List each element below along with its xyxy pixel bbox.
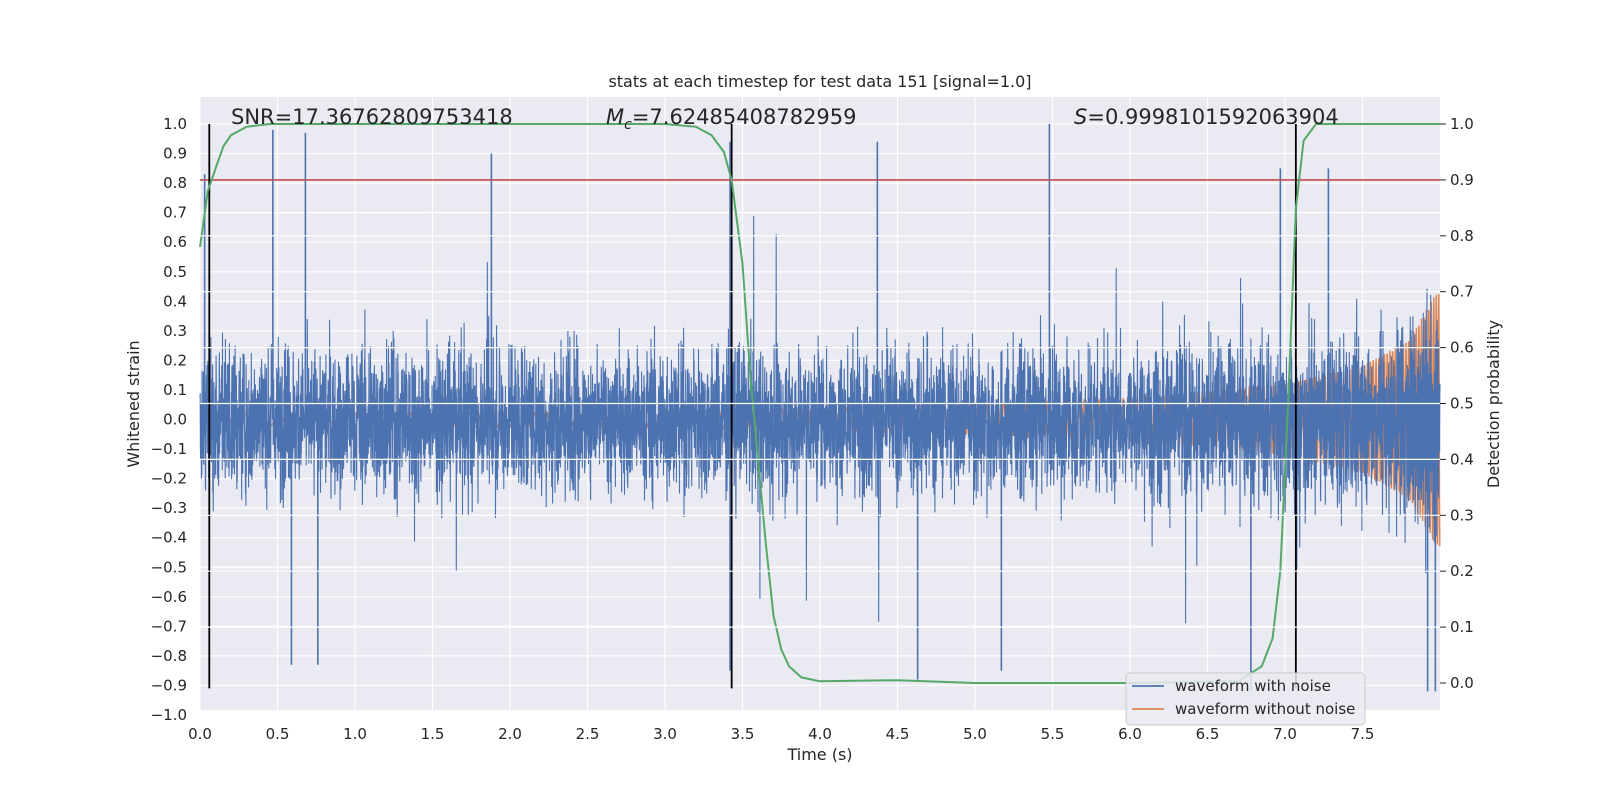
y-tick-label-right: 0.4	[1450, 450, 1474, 468]
s-symbol: S	[1074, 105, 1087, 129]
y-tick-label-left: 0.9	[163, 145, 187, 163]
x-tick-label: 1.5	[421, 725, 445, 743]
x-tick-label: 4.5	[886, 725, 910, 743]
y-tick-label-left: 0.6	[163, 233, 187, 251]
y-tick-label-left: 0.8	[163, 174, 187, 192]
s-value: =0.9998101592063904	[1087, 105, 1338, 129]
s-annotation: S=0.9998101592063904	[1074, 105, 1339, 129]
y-tick-label-right: 0.3	[1450, 506, 1474, 524]
probability-line	[199, 123, 1440, 684]
x-tick-label: 6.0	[1118, 725, 1142, 743]
y-axis-label-right: Detection probability	[1484, 320, 1503, 488]
y-tick-label-left: −0.7	[151, 617, 187, 635]
y-tick-label-left: 1.0	[163, 115, 187, 133]
y-tick-label-left: −0.2	[151, 470, 187, 488]
y-axis-label-left: Whitened strain	[124, 340, 143, 467]
x-axis-label: Time (s)	[786, 745, 852, 764]
y-tick-label-left: 0.7	[163, 204, 187, 222]
y-tick-label-left: 0.1	[163, 381, 187, 399]
y-tick-label-left: −0.5	[151, 558, 187, 576]
y-tick-label-left: 0.3	[163, 322, 187, 340]
y-tick-label-right: 0.9	[1450, 171, 1474, 189]
x-tick-label: 0.0	[188, 725, 212, 743]
series-waveform-with-noise	[199, 124, 1441, 692]
x-tick-label: 7.5	[1351, 725, 1375, 743]
snr-annotation: SNR=17.36762809753418	[231, 105, 513, 129]
y-ticks-right: 1.0 0.9 0.8 0.7 0.6 0.5 0.4 0.3 0.2 0.1 0.0	[1440, 115, 1474, 692]
y-tick-label-right: 1.0	[1450, 115, 1474, 133]
mc-symbol: M	[606, 105, 624, 129]
y-tick-label-right: 0.5	[1450, 395, 1474, 413]
chart-title: stats at each timestep for test data 151…	[608, 72, 1031, 91]
x-tick-label: 4.0	[808, 725, 832, 743]
y-tick-label-left: −0.4	[151, 529, 187, 547]
x-tick-label: 7.0	[1273, 725, 1297, 743]
y-tick-label-left: −0.1	[151, 440, 187, 458]
y-tick-label-left: 0.0	[163, 411, 187, 429]
y-tick-label-left: −0.6	[151, 588, 187, 606]
y-tick-label-right: 0.2	[1450, 562, 1474, 580]
y-tick-label-left: −0.9	[151, 676, 187, 694]
y-tick-label-right: 0.0	[1450, 674, 1474, 692]
mc-value: =7.62485408782959	[632, 105, 857, 129]
y-tick-label-left: 0.4	[163, 292, 187, 310]
y-tick-label-left: −0.3	[151, 499, 187, 517]
y-tick-label-right: 0.8	[1450, 227, 1474, 245]
x-ticks: 0.0 0.5 1.0 1.5 2.0 2.5 3.0 3.5 4.0 4.5 5.0 5.5 6.0 6…	[188, 725, 1374, 743]
x-tick-label: 5.0	[963, 725, 987, 743]
legend-label-with-noise: waveform with noise	[1175, 677, 1331, 695]
x-tick-label: 0.5	[266, 725, 290, 743]
y-tick-label-left: 0.5	[163, 263, 187, 281]
legend-box	[1125, 672, 1366, 726]
x-tick-label: 3.0	[653, 725, 677, 743]
x-tick-label: 5.5	[1041, 725, 1065, 743]
mc-subscript: c	[624, 117, 632, 133]
y-tick-label-right: 0.6	[1450, 339, 1474, 357]
legend-label-without-noise: waveform without noise	[1175, 700, 1355, 718]
y-tick-label-right: 0.1	[1450, 618, 1474, 636]
x-tick-label: 1.0	[343, 725, 367, 743]
right-axis-grid	[200, 235, 1440, 628]
x-tick-label: 6.5	[1196, 725, 1220, 743]
y-tick-label-right: 0.7	[1450, 283, 1474, 301]
series-detection-probability	[199, 123, 1440, 684]
x-tick-label: 2.0	[498, 725, 522, 743]
y-tick-label-left: 0.2	[163, 351, 187, 369]
legend: waveform with noise waveform without noi…	[1125, 672, 1366, 726]
mc-annotation: Mc=7.62485408782959	[606, 105, 857, 133]
y-ticks-left: 1.0 0.9 0.8 0.7 0.6 0.5 0.4 0.3 0.2 0.1 0.0 −0.1 −0.…	[151, 115, 187, 724]
x-tick-label: 2.5	[576, 725, 600, 743]
y-tick-label-left: −1.0	[151, 706, 187, 724]
y-tick-label-left: −0.8	[151, 647, 187, 665]
x-tick-label: 3.5	[731, 725, 755, 743]
